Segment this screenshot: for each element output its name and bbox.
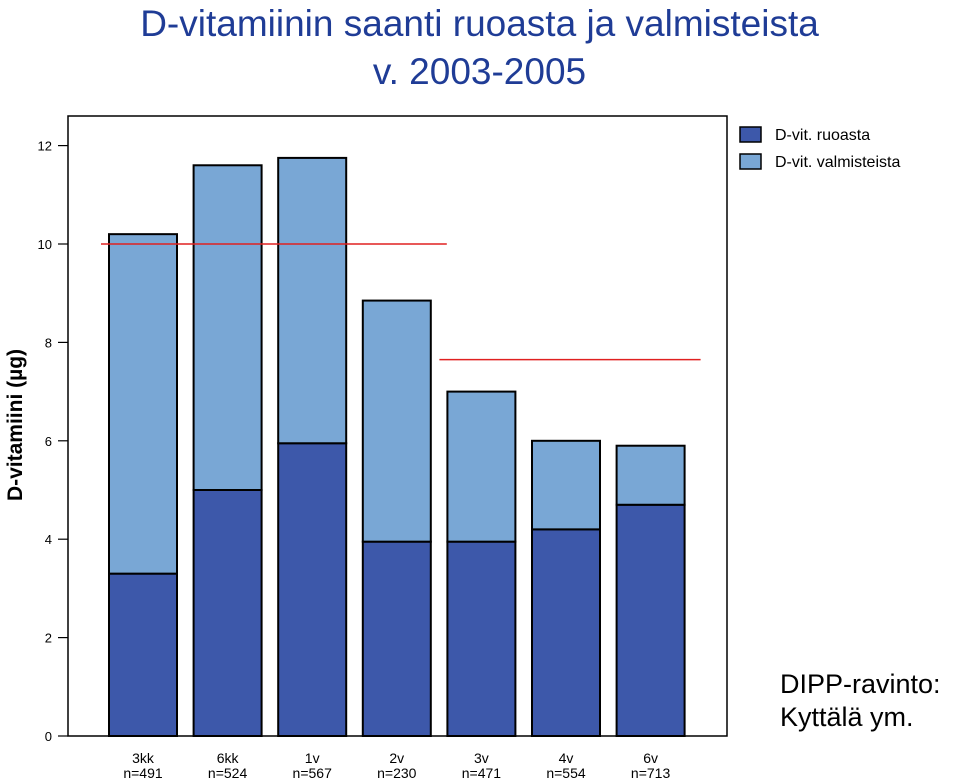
x-count-label: n=554 <box>546 765 586 781</box>
legend-label: D-vit. valmisteista <box>775 154 900 171</box>
x-tick-label: 6v <box>643 750 658 766</box>
x-count-label: n=471 <box>462 765 502 781</box>
bar-ruoasta <box>615 503 686 738</box>
x-tick-label: 1v <box>305 750 320 766</box>
chart-title: D-vitamiinin saanti ruoasta ja valmistei… <box>0 0 959 96</box>
bar-valmisteista <box>615 444 686 506</box>
x-tick-label: 4v <box>559 750 574 766</box>
bar-ruoasta <box>446 540 517 737</box>
y-axis-label: D-vitamiini (µg) <box>4 349 27 501</box>
x-tick-label: 3kk <box>132 750 155 766</box>
y-tick-label: 6 <box>45 434 52 449</box>
legend-label: D-vit. ruoasta <box>775 127 870 144</box>
bar-valmisteista <box>531 439 601 531</box>
y-tick-label: 8 <box>45 335 52 350</box>
bar-valmisteista <box>108 233 178 575</box>
y-tick-label: 0 <box>45 729 52 744</box>
source-note: DIPP-ravinto: Kyttälä ym. <box>780 668 941 734</box>
bar-ruoasta <box>531 528 601 737</box>
bar-valmisteista <box>446 390 517 543</box>
bar-valmisteista <box>361 299 432 543</box>
y-tick-label: 4 <box>45 532 52 547</box>
x-tick-label: 3v <box>474 750 489 766</box>
source-line-1: DIPP-ravinto: <box>780 669 941 699</box>
x-count-label: n=524 <box>208 765 248 781</box>
x-tick-label: 6kk <box>217 750 240 766</box>
bar-ruoasta <box>108 572 178 738</box>
bar-ruoasta <box>361 540 432 737</box>
x-tick-label: 2v <box>389 750 404 766</box>
chart-title-line-1: D-vitamiinin saanti ruoasta ja valmistei… <box>140 3 819 44</box>
y-tick-label: 2 <box>45 631 52 646</box>
x-count-label: n=230 <box>377 765 417 781</box>
bar-valmisteista <box>277 156 348 445</box>
legend-swatch <box>739 153 762 170</box>
x-count-label: n=713 <box>631 765 671 781</box>
chart-title-line-2: v. 2003-2005 <box>372 51 587 92</box>
y-tick-label: 12 <box>38 139 52 154</box>
bar-ruoasta <box>192 489 263 737</box>
bar-ruoasta <box>277 442 348 737</box>
x-count-label: n=491 <box>123 765 163 781</box>
source-line-2: Kyttälä ym. <box>780 702 914 732</box>
y-tick-label: 10 <box>38 237 52 252</box>
legend-swatch <box>739 126 762 143</box>
x-count-label: n=567 <box>293 765 333 781</box>
bar-valmisteista <box>192 164 263 491</box>
